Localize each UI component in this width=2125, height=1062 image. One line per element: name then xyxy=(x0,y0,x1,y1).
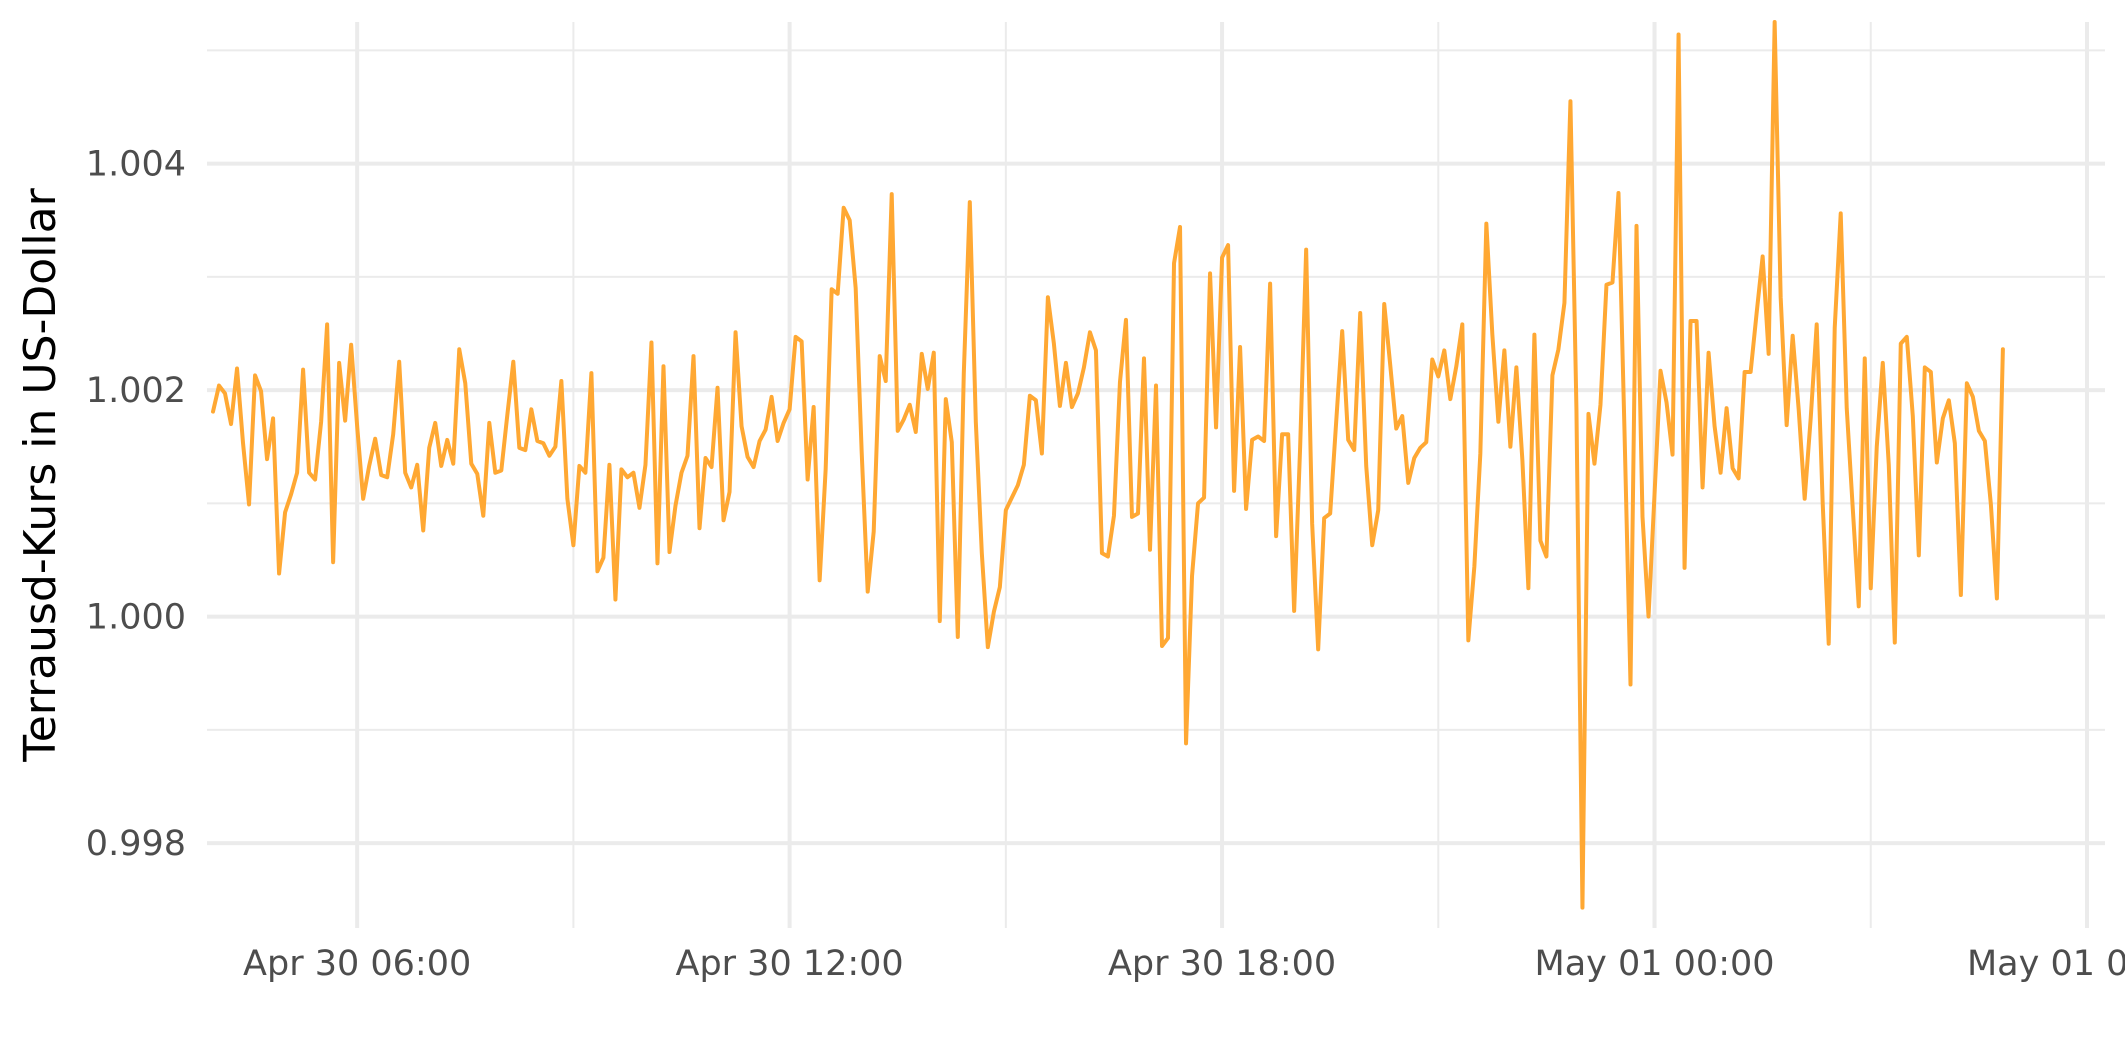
minor-gridlines xyxy=(207,22,2105,928)
price-series-line xyxy=(211,20,2005,910)
y-tick-label: 1.000 xyxy=(86,598,186,638)
x-tick-label: May 01 00:00 xyxy=(1535,944,1775,984)
y-axis-tick-labels: 0.998 1.000 1.002 1.004 xyxy=(86,145,186,865)
x-tick-label: Apr 30 12:00 xyxy=(676,944,904,984)
series-layer xyxy=(211,20,2005,910)
x-tick-label: Apr 30 18:00 xyxy=(1108,944,1336,984)
x-axis-tick-labels: Apr 30 06:00 Apr 30 12:00 Apr 30 18:00 May … xyxy=(243,944,2125,984)
y-tick-label: 1.002 xyxy=(86,371,186,411)
x-tick-label: Apr 30 06:00 xyxy=(243,944,471,984)
y-tick-label: 1.004 xyxy=(86,145,186,185)
y-axis-title: Terrausd-Kurs in US-Dollar xyxy=(15,187,66,762)
major-gridlines xyxy=(207,22,2105,928)
x-tick-label: May 01 06:00 xyxy=(1967,944,2125,984)
y-tick-label: 0.998 xyxy=(86,824,186,864)
